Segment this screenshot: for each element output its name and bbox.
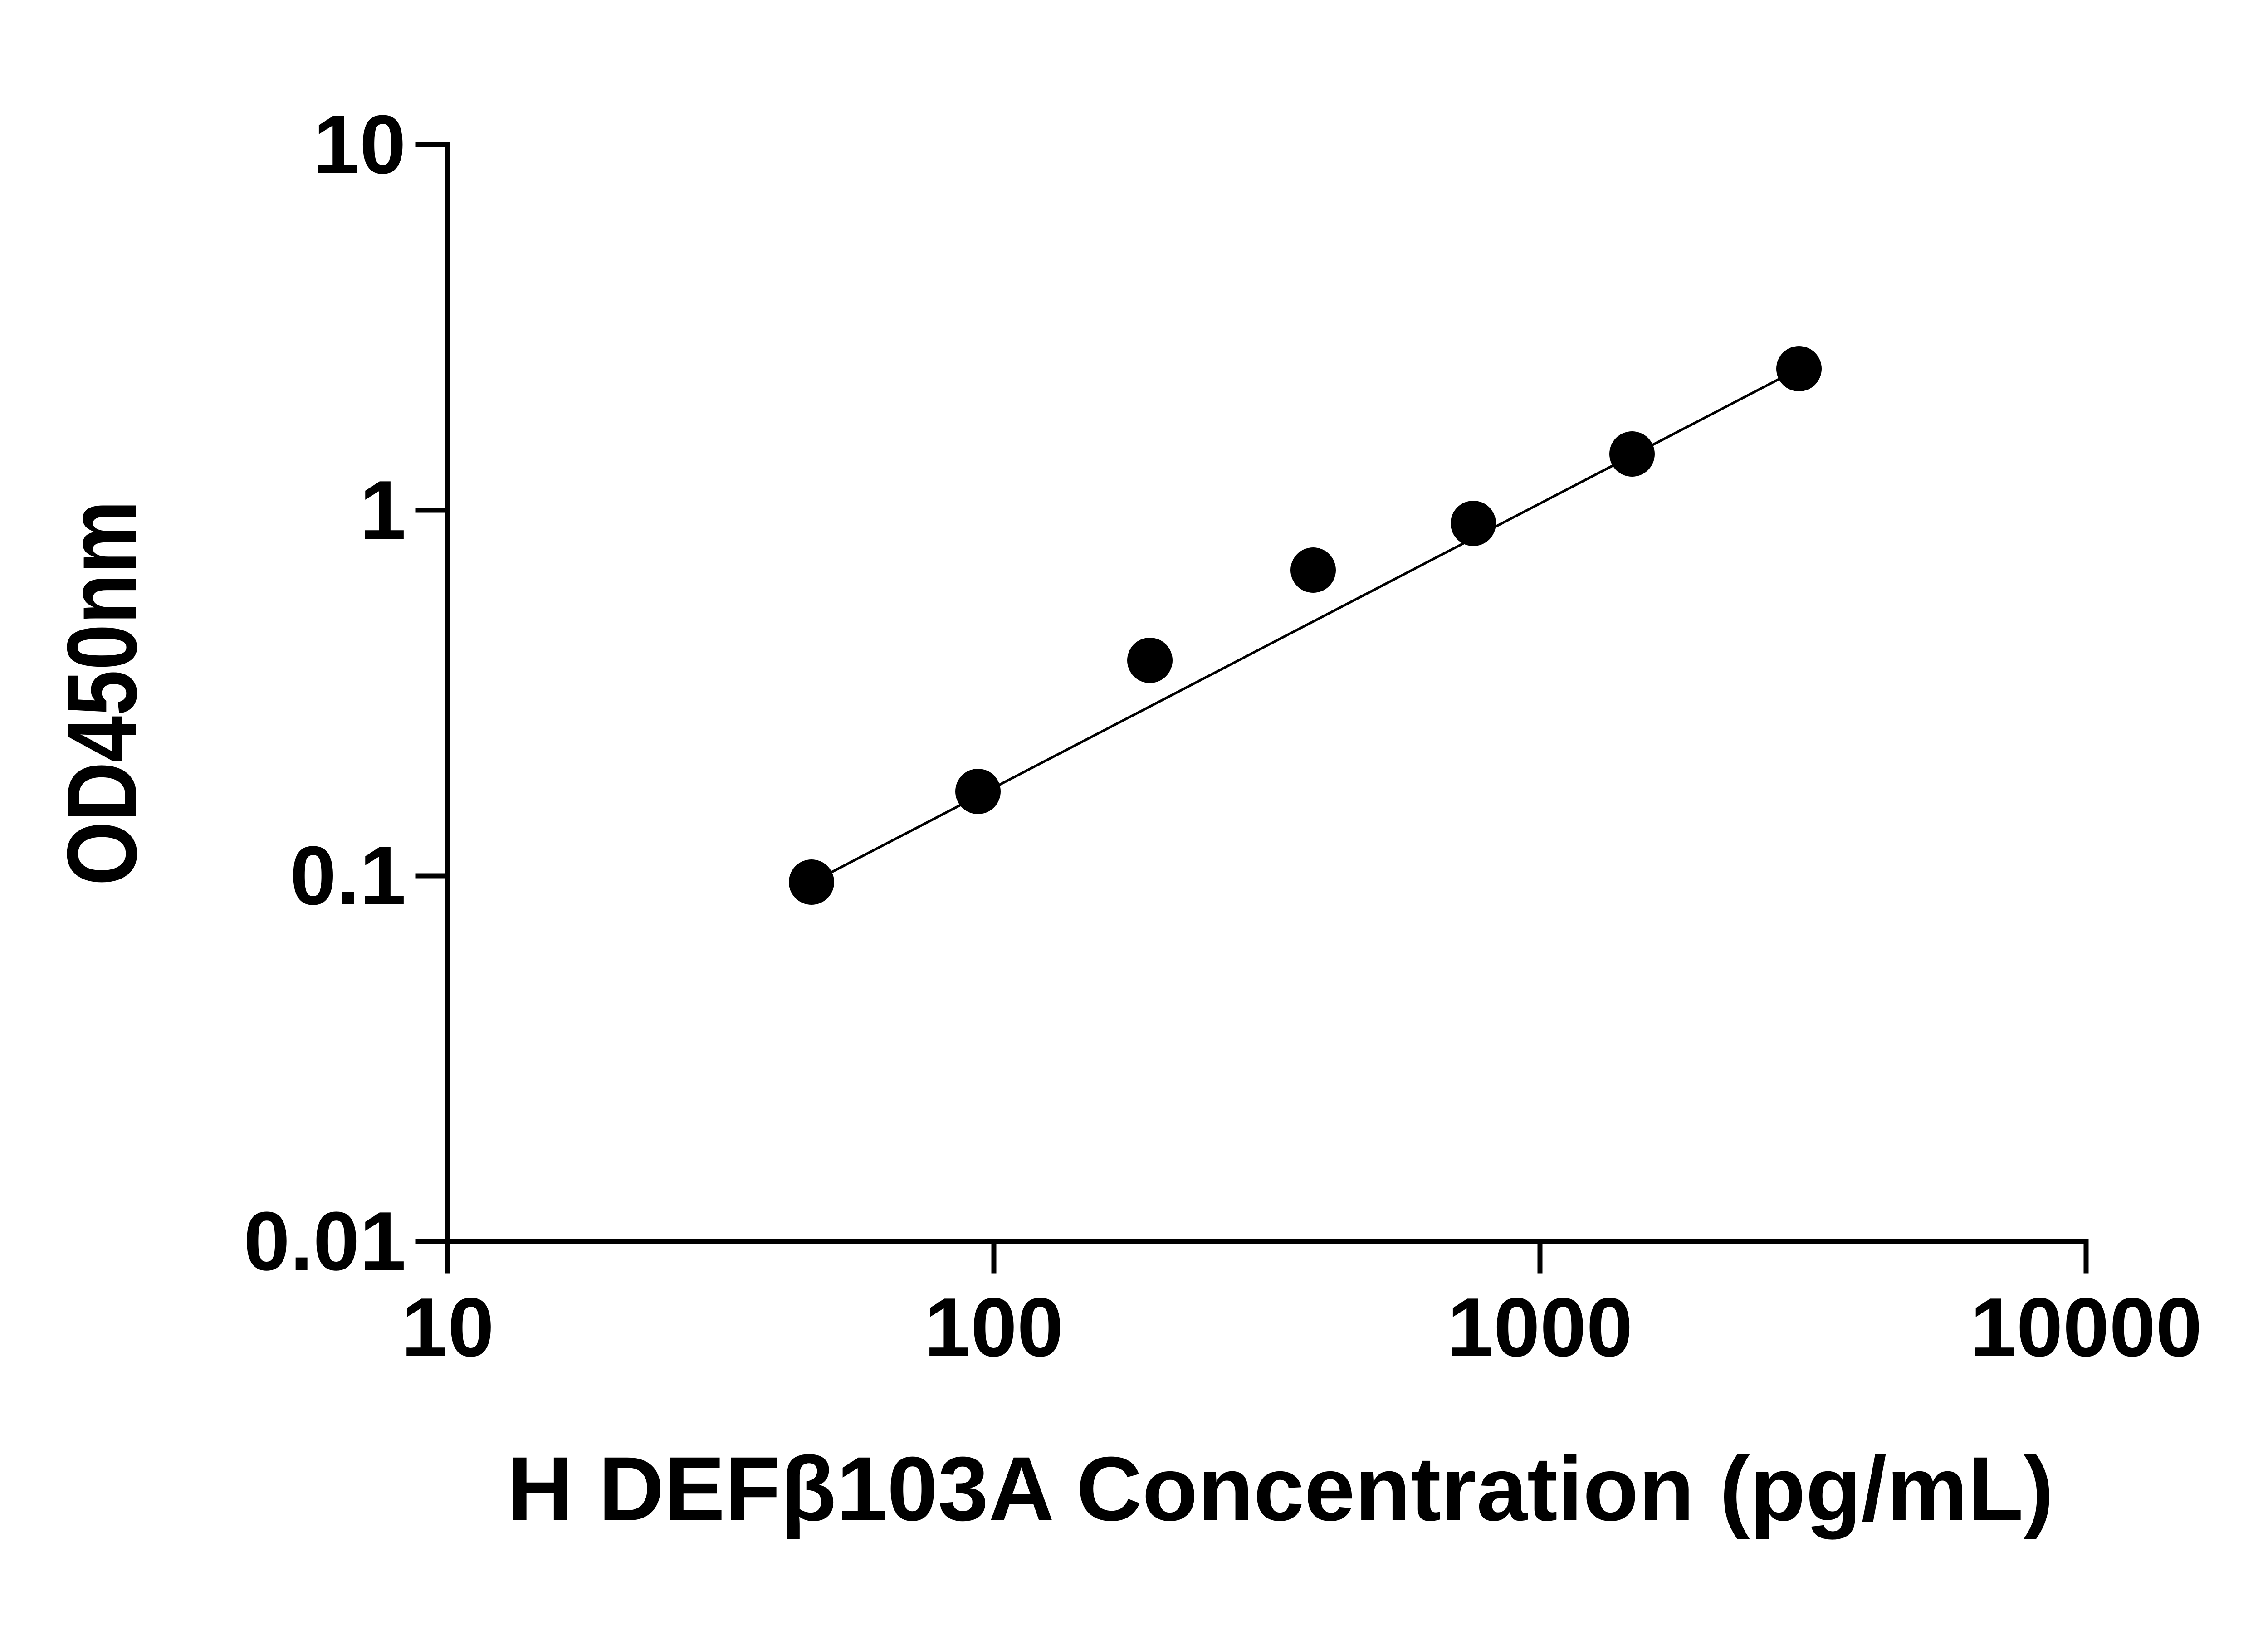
svg-text:10: 10	[401, 1280, 494, 1374]
svg-text:1: 1	[360, 463, 406, 556]
svg-text:OD450nm: OD450nm	[46, 500, 157, 886]
svg-text:10000: 10000	[1970, 1280, 2202, 1374]
svg-text:H DEFβ103A Concentration (pg/m: H DEFβ103A Concentration (pg/mL)	[507, 1438, 2054, 1540]
svg-text:10: 10	[313, 98, 406, 191]
svg-text:0.1: 0.1	[290, 829, 406, 922]
svg-text:100: 100	[924, 1280, 1064, 1374]
svg-text:1000: 1000	[1447, 1280, 1633, 1374]
svg-text:0.01: 0.01	[244, 1194, 406, 1288]
